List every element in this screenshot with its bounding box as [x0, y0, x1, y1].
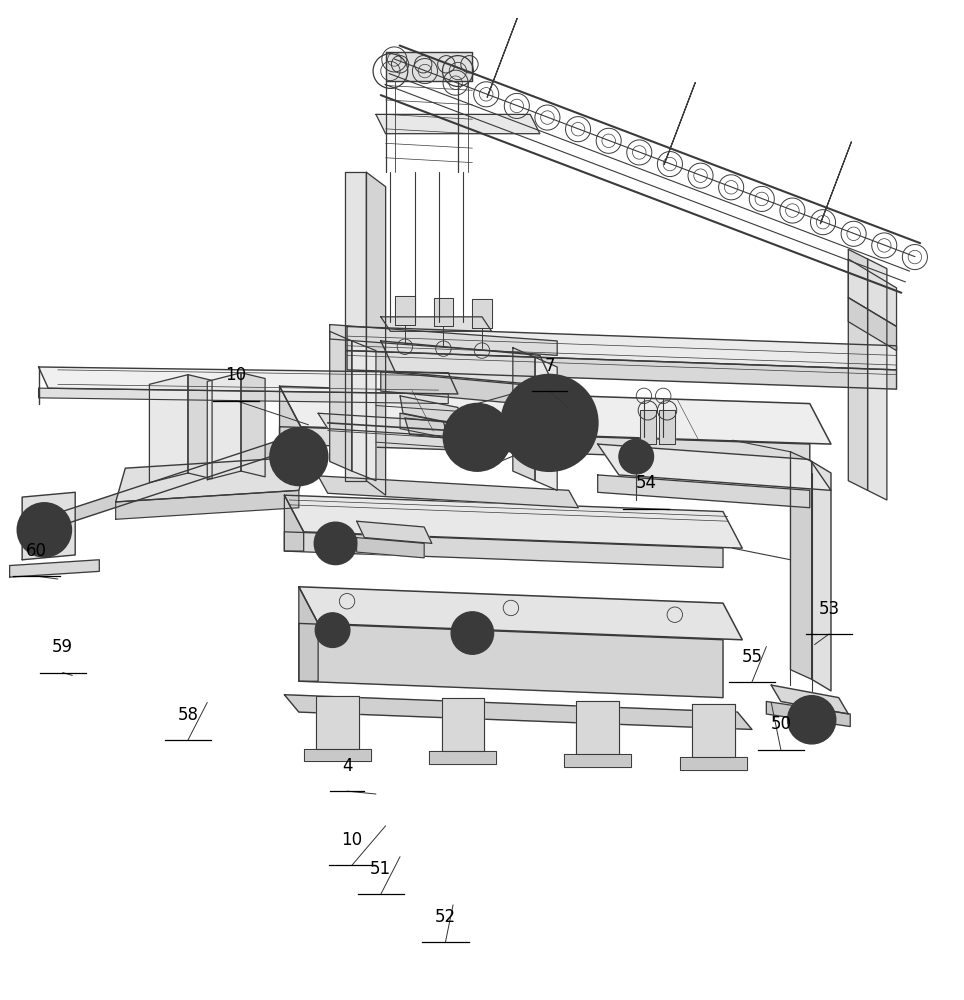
Polygon shape [10, 560, 99, 577]
Polygon shape [381, 341, 554, 386]
Polygon shape [535, 357, 557, 490]
Text: 7: 7 [545, 357, 554, 375]
Polygon shape [284, 495, 304, 551]
Polygon shape [280, 386, 301, 444]
Polygon shape [381, 372, 540, 406]
Polygon shape [357, 538, 424, 558]
Polygon shape [868, 259, 887, 500]
Text: 59: 59 [52, 638, 73, 656]
Polygon shape [640, 410, 656, 444]
Polygon shape [598, 475, 810, 508]
Polygon shape [376, 114, 540, 134]
Polygon shape [316, 696, 359, 749]
Polygon shape [513, 348, 535, 481]
Polygon shape [347, 351, 897, 389]
Text: 55: 55 [741, 648, 763, 666]
Polygon shape [848, 249, 868, 490]
Polygon shape [352, 341, 376, 481]
Polygon shape [149, 375, 188, 483]
Text: 50: 50 [770, 715, 791, 733]
Circle shape [17, 503, 71, 557]
Polygon shape [284, 532, 723, 567]
Text: 51: 51 [370, 860, 391, 878]
Polygon shape [692, 704, 735, 757]
Polygon shape [434, 298, 453, 326]
Polygon shape [848, 259, 897, 326]
Polygon shape [116, 457, 308, 502]
Polygon shape [400, 413, 458, 440]
Polygon shape [400, 396, 461, 425]
Polygon shape [442, 698, 484, 751]
Polygon shape [405, 418, 448, 438]
Polygon shape [345, 172, 366, 481]
Polygon shape [386, 52, 472, 81]
Polygon shape [39, 367, 458, 394]
Polygon shape [659, 410, 675, 444]
Polygon shape [564, 754, 631, 767]
Polygon shape [812, 461, 831, 691]
Polygon shape [381, 317, 492, 331]
Polygon shape [429, 751, 496, 764]
Circle shape [270, 428, 328, 486]
Text: 4: 4 [342, 757, 352, 775]
Polygon shape [395, 296, 415, 325]
Text: 58: 58 [177, 706, 199, 724]
Text: 60: 60 [26, 542, 47, 560]
Polygon shape [848, 298, 897, 351]
Polygon shape [766, 701, 850, 727]
Polygon shape [284, 695, 752, 729]
Polygon shape [347, 326, 897, 370]
Polygon shape [241, 373, 265, 477]
Polygon shape [771, 685, 848, 714]
Circle shape [443, 404, 511, 471]
Polygon shape [318, 476, 578, 508]
Text: 53: 53 [818, 600, 840, 618]
Polygon shape [487, 15, 519, 97]
Polygon shape [820, 142, 851, 224]
Polygon shape [299, 623, 723, 698]
Polygon shape [366, 172, 386, 495]
Circle shape [538, 411, 561, 434]
Text: 10: 10 [226, 366, 247, 384]
Polygon shape [280, 386, 831, 444]
Polygon shape [188, 375, 212, 479]
Circle shape [501, 375, 598, 471]
Polygon shape [299, 587, 318, 681]
Circle shape [314, 522, 357, 565]
Polygon shape [576, 701, 619, 754]
Polygon shape [304, 749, 371, 761]
Polygon shape [39, 388, 448, 404]
Polygon shape [27, 431, 308, 537]
Circle shape [788, 696, 836, 744]
Polygon shape [318, 413, 540, 442]
Polygon shape [299, 587, 742, 640]
Circle shape [315, 613, 350, 647]
Polygon shape [664, 83, 695, 165]
Polygon shape [357, 521, 432, 543]
Polygon shape [22, 492, 75, 560]
Polygon shape [330, 325, 557, 355]
Circle shape [619, 439, 654, 474]
Polygon shape [501, 428, 528, 444]
Polygon shape [790, 452, 812, 679]
Text: 52: 52 [435, 908, 456, 926]
Polygon shape [207, 373, 241, 480]
Text: 10: 10 [341, 831, 362, 849]
Polygon shape [330, 331, 352, 471]
Polygon shape [598, 444, 831, 490]
Polygon shape [116, 490, 299, 519]
Text: 54: 54 [635, 474, 656, 492]
Polygon shape [284, 495, 742, 548]
Polygon shape [472, 299, 492, 328]
Polygon shape [280, 427, 810, 461]
Circle shape [451, 612, 494, 654]
Polygon shape [680, 757, 747, 770]
